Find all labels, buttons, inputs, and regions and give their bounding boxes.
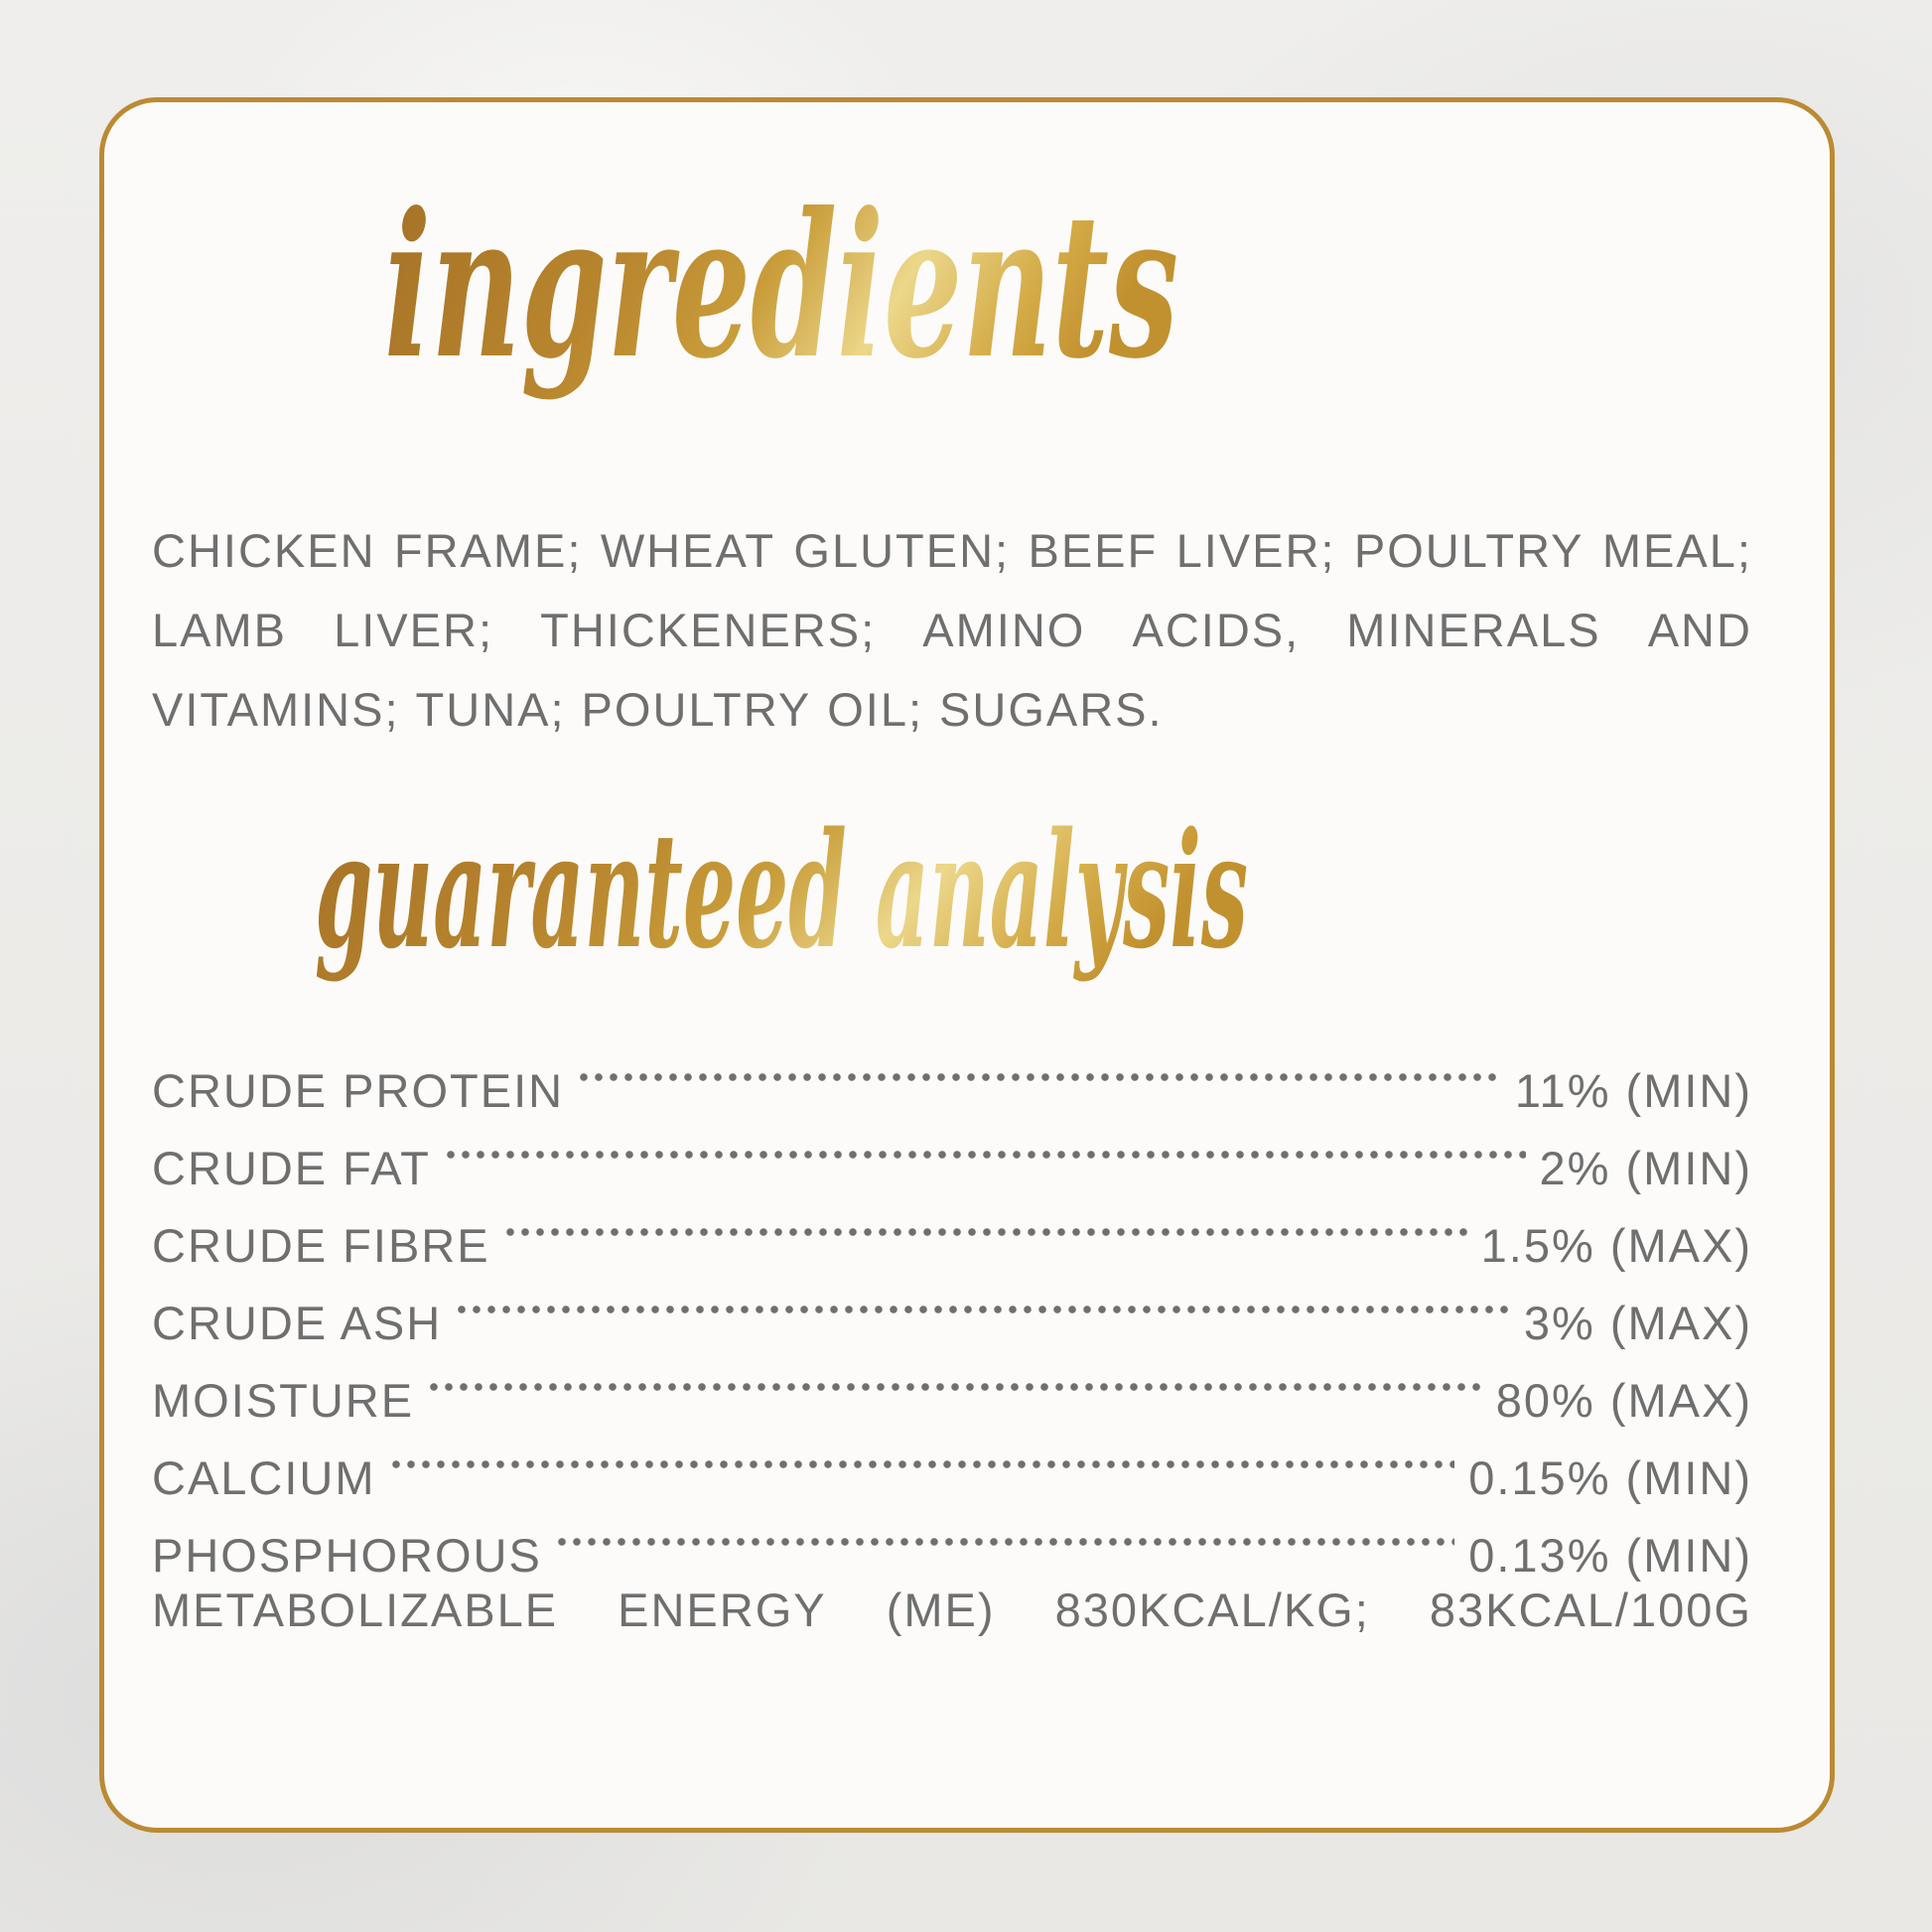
dot-leader: [490, 1184, 1481, 1262]
ingredient-word: LAMB: [152, 604, 287, 656]
analysis-value: 2% (MIN): [1539, 1142, 1752, 1194]
ingredients-list: CHICKEN FRAME; WHEAT GLUTEN; BEEF LIVER; POULT…: [152, 511, 1752, 750]
dot-leader: [442, 1262, 1524, 1339]
metabolizable-energy-row: METABOLIZABLE ENERGY (ME) 830KCAL/KG; 83KCAL…: [152, 1572, 1752, 1649]
ingredient-word: TUNA;: [415, 683, 566, 736]
analysis-row: CRUDE ASH 3% (MAX): [152, 1262, 1752, 1349]
ingredient-word: SUGARS.: [939, 683, 1164, 736]
ingredients-line: LAMB LIVER; THICKENERS; AMINO ACIDS, MINERALS…: [152, 591, 1752, 670]
dot-leader: [376, 1417, 1469, 1494]
energy-word: METABOLIZABLE: [152, 1584, 559, 1636]
ingredient-word: GLUTEN;: [793, 524, 1011, 577]
ingredient-word: MINERALS: [1346, 604, 1601, 656]
analysis-value: 0.13% (MIN): [1468, 1529, 1752, 1582]
dot-leader: [414, 1339, 1496, 1417]
ingredient-word: ACIDS,: [1132, 604, 1301, 656]
ingredient-word: CHICKEN: [152, 524, 376, 577]
ingredient-word: FRAME;: [393, 524, 583, 577]
analysis-label: MOISTURE: [152, 1374, 415, 1427]
analysis-value: 3% (MAX): [1523, 1297, 1752, 1349]
dot-leader: [542, 1494, 1468, 1572]
energy-word: ENERGY: [618, 1584, 827, 1636]
ingredients-heading: ingredients: [384, 170, 1178, 403]
analysis-label: CALCIUM: [152, 1451, 376, 1504]
ingredients-line: VITAMINS; TUNA; POULTRY OIL; SUGARS.: [152, 670, 1752, 750]
energy-word: 83KCAL/100G: [1429, 1584, 1752, 1636]
analysis-label: CRUDE FAT: [152, 1142, 431, 1194]
analysis-label: CRUDE ASH: [152, 1297, 443, 1349]
ingredient-word: AND: [1647, 604, 1752, 656]
analysis-value: 80% (MAX): [1495, 1374, 1752, 1427]
ingredient-word: POULTRY: [1353, 524, 1585, 577]
guaranteed-analysis-heading: guaranteed analysis: [315, 797, 1248, 984]
ingredient-word: LIVER;: [1175, 524, 1336, 577]
analysis-value: 1.5% (MAX): [1480, 1219, 1752, 1272]
ingredient-word: OIL;: [827, 683, 924, 736]
analysis-row: PHOSPHOROUS 0.13% (MIN): [152, 1494, 1752, 1582]
ingredient-word: MEAL;: [1601, 524, 1752, 577]
energy-word: 830KCAL/KG;: [1054, 1584, 1370, 1636]
dot-leader: [431, 1107, 1540, 1184]
dot-leader: [564, 1030, 1515, 1107]
ingredient-word: POULTRY: [581, 683, 812, 736]
ingredient-word: VITAMINS;: [152, 683, 400, 736]
analysis-label: CRUDE FIBRE: [152, 1219, 490, 1272]
analysis-row: CRUDE FAT 2% (MIN): [152, 1107, 1752, 1194]
guaranteed-analysis-table: CRUDE PROTEIN 11% (MIN) CRUDE FAT 2% (MIN) C…: [152, 1030, 1752, 1582]
ingredient-word: LIVER;: [334, 604, 494, 656]
analysis-row: CALCIUM 0.15% (MIN): [152, 1417, 1752, 1504]
ingredient-word: AMINO: [922, 604, 1086, 656]
analysis-row: CRUDE PROTEIN 11% (MIN): [152, 1030, 1752, 1117]
analysis-value: 11% (MIN): [1514, 1064, 1752, 1117]
ingredients-line: CHICKEN FRAME; WHEAT GLUTEN; BEEF LIVER; POULT…: [152, 511, 1752, 591]
analysis-label: PHOSPHOROUS: [152, 1529, 542, 1582]
ingredient-word: BEEF: [1028, 524, 1159, 577]
analysis-value: 0.15% (MIN): [1468, 1451, 1752, 1504]
analysis-row: MOISTURE 80% (MAX): [152, 1339, 1752, 1427]
analysis-row: CRUDE FIBRE 1.5% (MAX): [152, 1184, 1752, 1272]
energy-word: (ME): [886, 1584, 996, 1636]
ingredients-heading-text: ingredients: [384, 170, 1178, 403]
analysis-label: CRUDE PROTEIN: [152, 1064, 565, 1117]
ingredient-word: WHEAT: [600, 524, 776, 577]
ingredient-word: THICKENERS;: [540, 604, 877, 656]
guaranteed-analysis-heading-text: guaranteed analysis: [315, 797, 1248, 984]
pet-food-label-card: ingredients CHICKEN FRAME; WHEAT GLUTEN; BEE…: [99, 97, 1835, 1833]
